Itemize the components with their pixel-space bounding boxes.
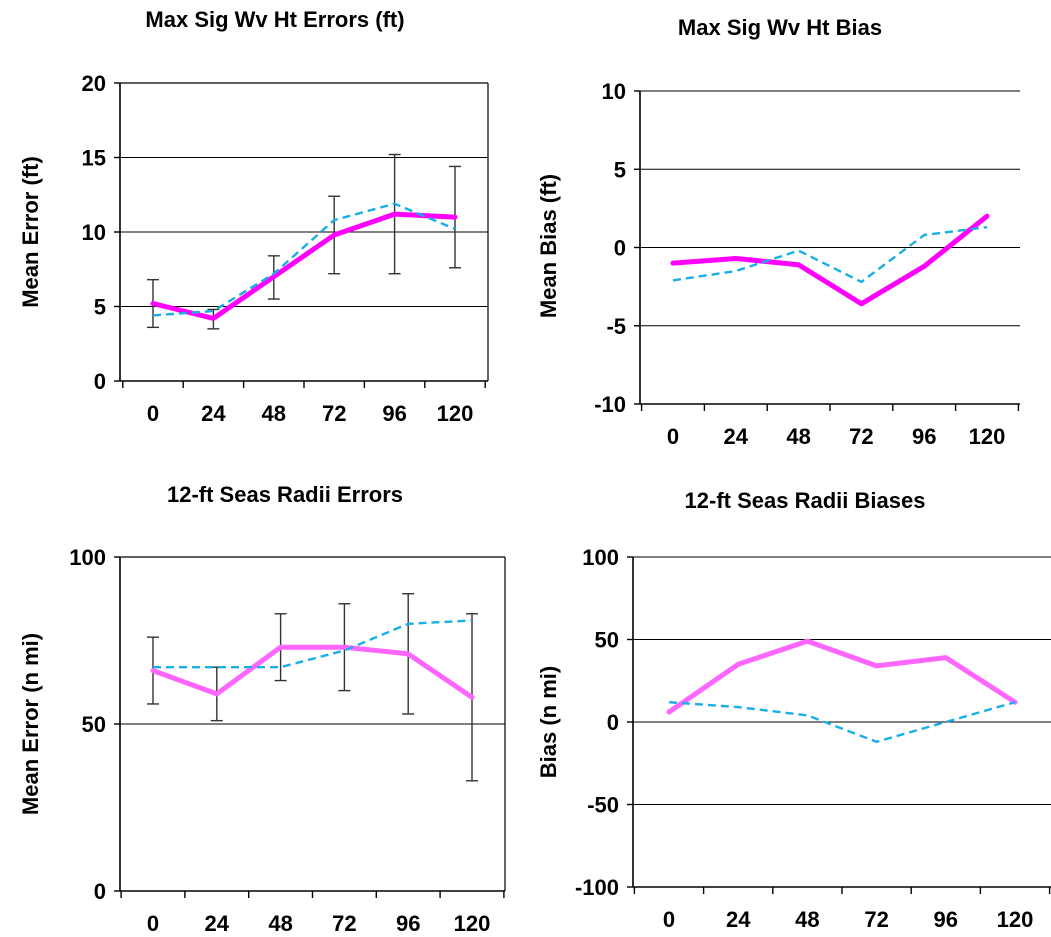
chart-title: 12-ft Seas Radii Biases bbox=[685, 488, 926, 513]
plot-area: -100 -50 0 50 100 0 24 48 72 96 120 bbox=[575, 545, 1051, 932]
chart-panel-12-ft-seas-radii-errors: 12-ft Seas Radii Errors Mean Error (n mi… bbox=[18, 482, 506, 936]
x-tick-label: 24 bbox=[726, 907, 751, 932]
y-axis-label: Mean Bias (ft) bbox=[536, 174, 561, 318]
x-tick-label: 24 bbox=[201, 401, 226, 426]
y-tick-label: 5 bbox=[614, 157, 626, 182]
x-tick-label: 48 bbox=[795, 907, 819, 932]
y-tick-label: 50 bbox=[595, 628, 619, 653]
series-line-solid bbox=[666, 638, 1018, 715]
y-tick-label: 0 bbox=[94, 369, 106, 394]
chart-panel-max-sig-wv-ht-errors: Max Sig Wv Ht Errors (ft) Mean Error (ft… bbox=[18, 7, 489, 426]
x-tick-label: 0 bbox=[667, 424, 679, 449]
x-tick-label: 24 bbox=[205, 911, 230, 936]
x-tick-label: 120 bbox=[997, 907, 1034, 932]
x-tick-label: 48 bbox=[268, 911, 292, 936]
y-tick-label: 10 bbox=[82, 220, 106, 245]
x-tick-label: 96 bbox=[912, 424, 936, 449]
x-tick-label: 48 bbox=[786, 424, 810, 449]
y-axis-label: Bias (n mi) bbox=[536, 666, 561, 778]
x-tick-label: 72 bbox=[332, 911, 356, 936]
chart-panel-12-ft-seas-radii-biases: 12-ft Seas Radii Biases Bias (n mi) -100… bbox=[536, 488, 1051, 932]
y-tick-label: 5 bbox=[94, 295, 106, 320]
x-tick-label: 120 bbox=[454, 911, 491, 936]
plot-area: 0 50 100 0 24 48 72 96 120 bbox=[69, 545, 506, 936]
x-tick-label: 0 bbox=[147, 401, 159, 426]
x-tick-label: 96 bbox=[396, 911, 420, 936]
y-tick-label: -10 bbox=[594, 392, 626, 417]
x-tick-label: 24 bbox=[724, 424, 749, 449]
series-line-solid bbox=[150, 211, 458, 321]
y-axis-label: Mean Error (n mi) bbox=[18, 633, 43, 815]
y-tick-label: -100 bbox=[575, 875, 619, 900]
y-tick-label: 100 bbox=[582, 545, 619, 570]
x-tick-label: 96 bbox=[382, 401, 406, 426]
series-line-dashed bbox=[153, 619, 473, 669]
y-tick-label: 0 bbox=[614, 236, 626, 261]
chart-title: 12-ft Seas Radii Errors bbox=[167, 482, 403, 507]
series-line-solid bbox=[670, 213, 990, 307]
series-line-dashed bbox=[668, 701, 1016, 743]
x-tick-label: 48 bbox=[262, 401, 286, 426]
y-tick-label: 0 bbox=[94, 879, 106, 904]
y-axis-label: Mean Error (ft) bbox=[18, 156, 43, 308]
chart-title: Max Sig Wv Ht Bias bbox=[678, 15, 882, 40]
y-tick-label: 10 bbox=[602, 79, 626, 104]
x-tick-label: 0 bbox=[147, 911, 159, 936]
x-tick-label: 72 bbox=[849, 424, 873, 449]
x-tick-label: 120 bbox=[969, 424, 1006, 449]
y-tick-label: 0 bbox=[607, 710, 619, 735]
x-tick-label: 0 bbox=[663, 907, 675, 932]
plot-area: -10 -5 0 5 10 0 24 48 72 96 120 bbox=[594, 79, 1020, 449]
series-line-dashed bbox=[672, 226, 988, 284]
plot-area: 0 5 10 15 20 0 24 48 72 96 120 bbox=[82, 71, 489, 426]
y-tick-label: 20 bbox=[82, 71, 106, 96]
series-line-dashed bbox=[152, 202, 456, 317]
y-tick-label: -50 bbox=[587, 793, 619, 818]
x-tick-label: 96 bbox=[934, 907, 958, 932]
x-tick-label: 72 bbox=[322, 401, 346, 426]
x-tick-label: 120 bbox=[437, 401, 474, 426]
y-tick-label: 100 bbox=[69, 545, 106, 570]
y-tick-label: -5 bbox=[606, 314, 626, 339]
series-line-solid bbox=[150, 644, 475, 700]
chart-title: Max Sig Wv Ht Errors (ft) bbox=[145, 7, 404, 32]
y-tick-label: 50 bbox=[82, 712, 106, 737]
y-tick-label: 15 bbox=[82, 146, 106, 171]
chart-panel-max-sig-wv-ht-bias: Max Sig Wv Ht Bias Mean Bias (ft) -10 -5 0… bbox=[536, 15, 1020, 449]
x-tick-label: 72 bbox=[864, 907, 888, 932]
